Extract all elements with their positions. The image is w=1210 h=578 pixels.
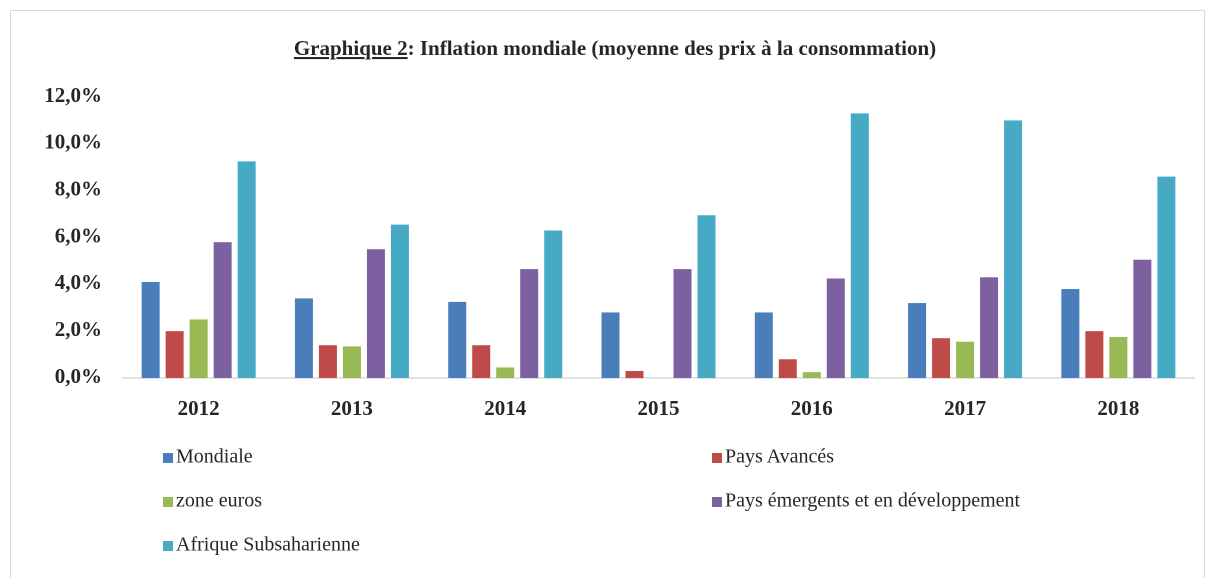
bar [342,346,361,378]
bar [754,312,773,378]
bar [625,370,644,378]
y-tick-label: 12,0% [44,83,102,107]
chart-title: Graphique 2: Inflation mondiale (moyenne… [294,36,936,60]
bar [496,367,515,378]
x-tick-label: 2017 [944,396,986,420]
chart-frame [10,10,1205,578]
bar [1085,331,1104,378]
bar [980,277,999,378]
bar [294,298,313,378]
bar [778,359,797,378]
legend-swatch [163,541,173,551]
bar [1157,176,1176,378]
legend-label: Pays Avancés [725,446,834,468]
bar [850,113,869,379]
x-tick-label: 2016 [791,396,833,420]
bar [520,269,539,378]
bar [932,338,951,378]
bar [802,372,821,378]
y-tick-label: 8,0% [55,176,102,200]
legend-swatch [712,497,722,507]
legend-label: Mondiale [176,446,253,468]
bar [826,278,845,378]
x-tick-label: 2015 [638,396,680,420]
legend-swatch [712,453,722,463]
bar [544,230,563,378]
bar [165,331,184,378]
bar [366,249,385,378]
bar [213,242,232,378]
bar [1004,120,1023,379]
legend-label: Pays émergents et en développement [725,490,1021,512]
bar [318,345,337,378]
legend-swatch [163,497,173,507]
bar [1109,337,1128,378]
bar [956,341,975,378]
y-tick-label: 4,0% [55,270,102,294]
bar [472,345,491,378]
bar [673,269,692,378]
x-tick-label: 2013 [331,396,373,420]
y-tick-label: 6,0% [55,223,102,247]
legend-label: zone euros [176,490,262,512]
bar [1133,259,1152,378]
x-tick-label: 2014 [484,396,527,420]
bar [390,224,409,378]
bar [1061,289,1080,378]
bar [601,312,620,378]
bar [237,161,256,378]
legend-label: Afrique Subsaharienne [176,534,360,556]
y-tick-label: 2,0% [55,317,102,341]
bar [908,303,927,378]
bar [141,281,160,378]
x-tick-label: 2012 [178,396,220,420]
x-tick-label: 2018 [1097,396,1139,420]
bar [697,215,716,378]
y-tick-label: 0,0% [55,364,102,388]
y-tick-label: 10,0% [44,130,102,154]
bar [189,319,208,378]
legend-swatch [163,453,173,463]
bar [448,301,467,378]
